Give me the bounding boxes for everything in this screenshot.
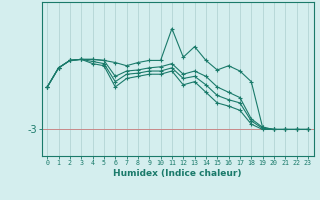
X-axis label: Humidex (Indice chaleur): Humidex (Indice chaleur) (113, 169, 242, 178)
